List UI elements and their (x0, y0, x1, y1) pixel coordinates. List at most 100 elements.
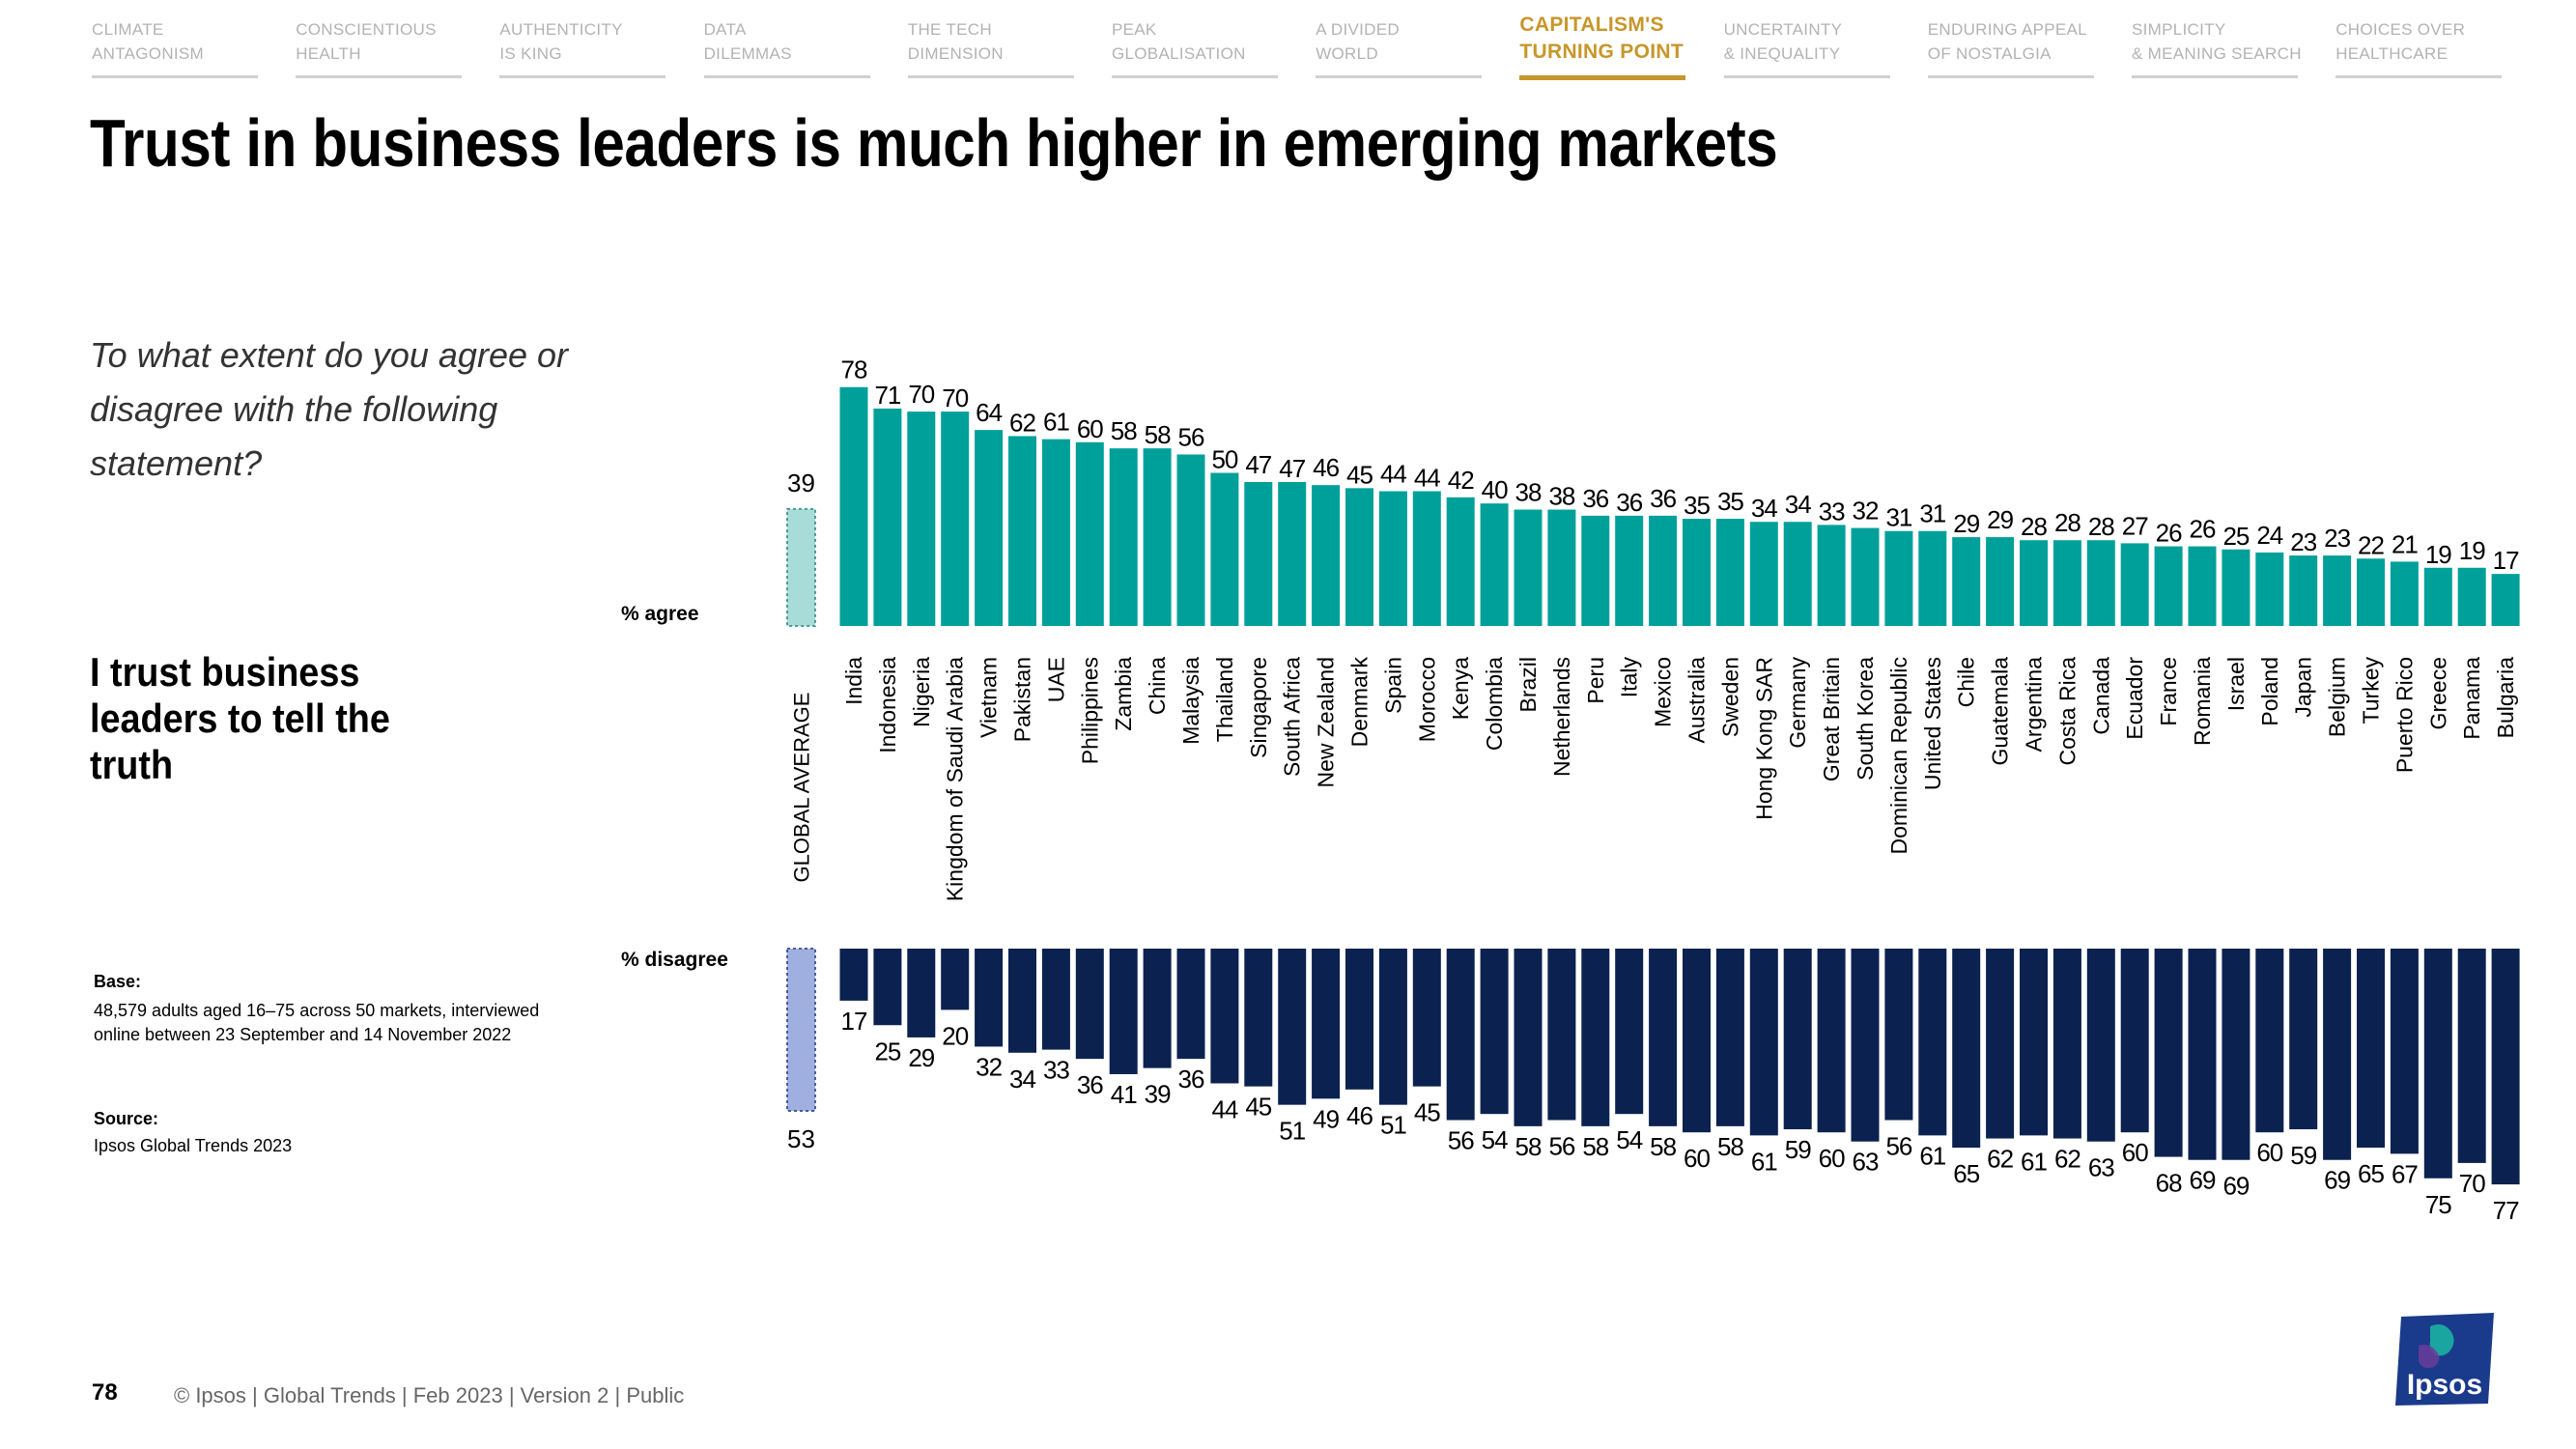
agree-bar (1683, 519, 1711, 626)
agree-bar (2120, 543, 2149, 626)
agree-bar (1210, 472, 1239, 626)
nav-tab[interactable]: PEAK GLOBALISATION (1112, 10, 1278, 78)
category-label: Germany (1785, 657, 1810, 749)
agree-value-label: 62 (1009, 408, 1035, 437)
nav-tab-label: CAPITALISM'S TURNING POINT (1519, 14, 1684, 63)
category-label: Great Britain (1819, 657, 1844, 781)
disagree-bar (1109, 949, 1138, 1074)
global-average-disagree-label: 53 (787, 1124, 815, 1153)
agree-value-label: 36 (1582, 484, 1608, 513)
agree-value-label: 31 (1885, 503, 1911, 532)
nav-tab[interactable]: UNCERTAINTY & INEQUALITY (1723, 10, 1890, 78)
agree-value-label: 26 (2156, 519, 2182, 548)
disagree-value-label: 45 (1414, 1098, 1440, 1127)
survey-question: To what extent do you agree or disagree … (90, 335, 568, 483)
category-label: Singapore (1246, 657, 1271, 758)
agree-bar (839, 386, 868, 626)
nav-tab[interactable]: DATA DILEMMAS (703, 10, 870, 78)
agree-value-label: 24 (2256, 521, 2282, 550)
nav-tab[interactable]: THE TECH DIMENSION (907, 10, 1074, 78)
category-label: New Zealand (1314, 657, 1339, 788)
agree-bar (2052, 540, 2081, 626)
agree-bar (1143, 448, 1172, 626)
category-label: Costa Rica (2054, 657, 2080, 766)
agree-value-label: 46 (1313, 453, 1339, 482)
disagree-bar (1514, 949, 1543, 1126)
disagree-bar (1480, 949, 1509, 1115)
disagree-value-label: 56 (1885, 1132, 1911, 1161)
disagree-value-label: 56 (1548, 1132, 1574, 1161)
category-label: Thailand (1212, 657, 1237, 742)
nav-tab[interactable]: CONSCIENTIOUS HEALTH (296, 10, 463, 78)
agree-value-label: 47 (1245, 450, 1271, 479)
nav-tab[interactable]: A DIVIDED WORLD (1316, 10, 1483, 78)
agree-value-label: 58 (1111, 416, 1137, 445)
disagree-value-label: 63 (1853, 1148, 1879, 1177)
category-label: China (1145, 657, 1170, 715)
agree-value-label: 38 (1515, 478, 1542, 507)
disagree-bar (1615, 949, 1644, 1115)
agree-value-label: 29 (1953, 509, 1979, 538)
category-label: Kingdom of Saudi Arabia (943, 657, 968, 901)
agree-bar (1244, 482, 1273, 626)
disagree-bar (2457, 949, 2486, 1163)
disagree-value-label: 36 (1178, 1065, 1204, 1094)
disagree-value-label: 44 (1211, 1094, 1237, 1123)
disagree-bar (1918, 949, 1947, 1136)
agree-value-label: 19 (2459, 536, 2485, 565)
disagree-value-label: 34 (1009, 1065, 1035, 1094)
agree-bar (1952, 537, 1981, 626)
agree-bar (2323, 555, 2352, 626)
agree-bar (2222, 549, 2250, 626)
agree-value-label: 56 (1178, 422, 1204, 451)
section-nav: CLIMATE ANTAGONISM CONSCIENTIOUS HEALTH AU… (92, 10, 2564, 80)
nav-tab[interactable]: CAPITALISM'S TURNING POINT (1519, 10, 1686, 80)
category-label: Kenya (1448, 657, 1473, 720)
category-label: Argentina (2022, 657, 2047, 753)
agree-value-label: 70 (942, 384, 968, 412)
nav-tab-label: AUTHENTICITY IS KING (499, 20, 623, 63)
category-label: Peru (1583, 657, 1608, 704)
agree-value-label: 71 (874, 381, 900, 410)
disagree-bar (1312, 949, 1341, 1099)
disagree-value-label: 59 (2290, 1141, 2316, 1170)
disagree-bar (1547, 949, 1576, 1121)
category-label: South Korea (1853, 657, 1878, 781)
category-label: Panama (2459, 657, 2484, 740)
disagree-value-label: 61 (2021, 1147, 2047, 1176)
disagree-value-label: 25 (874, 1037, 900, 1065)
agree-value-label: 33 (1819, 497, 1845, 526)
agree-value-label: 70 (908, 380, 934, 409)
nav-tab[interactable]: ENDURING APPEAL OF NOSTALGIA (1927, 10, 2094, 78)
agree-bar (1075, 441, 1104, 626)
agree-bar (1851, 527, 1880, 626)
agree-bar (1986, 537, 2015, 626)
category-label: Philippines (1077, 657, 1102, 764)
disagree-value-label: 45 (1245, 1093, 1271, 1122)
disagree-value-label: 54 (1616, 1125, 1642, 1154)
disagree-bar (1278, 949, 1307, 1105)
nav-tab[interactable]: CLIMATE ANTAGONISM (92, 10, 258, 78)
nav-tab[interactable]: SIMPLICITY & MEANING SEARCH (2132, 10, 2301, 78)
agree-bar (941, 412, 970, 626)
disagree-bar (2188, 949, 2217, 1160)
disagree-value-label: 60 (1684, 1144, 1710, 1173)
category-label: United States (1920, 657, 1945, 790)
disagree-value-label: 58 (1650, 1132, 1676, 1161)
agree-bar (2020, 540, 2048, 626)
agree-bar (2289, 555, 2318, 626)
agree-bar (1649, 515, 1678, 626)
agree-bar (1715, 519, 1744, 626)
disagree-bar (1649, 949, 1678, 1126)
nav-tab[interactable]: CHOICES OVER HEALTHCARE (2335, 10, 2503, 78)
nav-tab[interactable]: AUTHENTICITY IS KING (499, 10, 666, 78)
disagree-bar (1581, 949, 1610, 1126)
agree-value-label: 23 (2290, 527, 2316, 556)
survey-statement: I trust business leaders to tell the tru… (90, 649, 390, 787)
category-label: Sweden (1717, 657, 1742, 737)
disagree-value-label: 60 (2122, 1138, 2148, 1167)
agree-value-label: 78 (841, 355, 867, 384)
agree-value-label: 34 (1751, 494, 1777, 523)
agree-bar (1817, 525, 1846, 626)
